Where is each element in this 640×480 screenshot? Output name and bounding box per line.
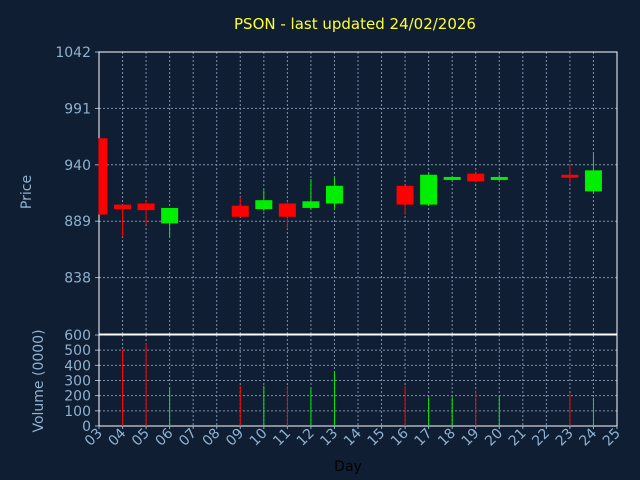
volume-axis-label: Volume (0000) <box>31 329 47 432</box>
candle-body <box>302 201 320 208</box>
price-axis-label: Price <box>19 175 35 209</box>
candle-body <box>137 203 155 211</box>
candle-body <box>396 185 414 205</box>
price-tick-label: 889 <box>64 214 91 230</box>
chart-title: PSON - last updated 24/02/2026 <box>234 15 476 33</box>
volume-tick-label: 100 <box>64 404 91 420</box>
price-tick-label: 940 <box>64 158 91 174</box>
price-tick-label: 1042 <box>55 45 91 61</box>
volume-tick-label: 0 <box>82 419 91 435</box>
candle-body <box>161 207 179 224</box>
price-axis: 1042 991 940 889 838 <box>55 45 618 335</box>
price-tick-label: 991 <box>64 101 91 117</box>
price-tick-label: 838 <box>64 271 91 287</box>
volume-tick-label: 200 <box>64 389 91 405</box>
candle-body <box>325 185 343 204</box>
volume-series <box>122 343 594 426</box>
candle-body <box>443 176 461 180</box>
candle-body <box>99 138 108 215</box>
volume-tick-label: 600 <box>64 328 91 344</box>
x-axis-label: Day <box>334 459 362 475</box>
volume-tick-label: 400 <box>64 358 91 374</box>
candle-body <box>584 170 602 192</box>
candle-series <box>98 138 602 237</box>
candle-body <box>467 173 485 182</box>
candle-body <box>255 200 273 210</box>
candle-body <box>231 205 249 217</box>
candle-body <box>420 174 438 205</box>
candle-body <box>561 174 579 178</box>
volume-tick-label: 300 <box>64 374 91 390</box>
x-axis: 03 04 05 06 07 08 09 10 11 12 13 14 15 16 17 18 19 20 21 22… <box>82 425 624 449</box>
candle-body <box>278 203 296 217</box>
candle-body <box>490 176 508 180</box>
candle-body <box>114 204 132 210</box>
volume-tick-label: 500 <box>64 343 91 359</box>
